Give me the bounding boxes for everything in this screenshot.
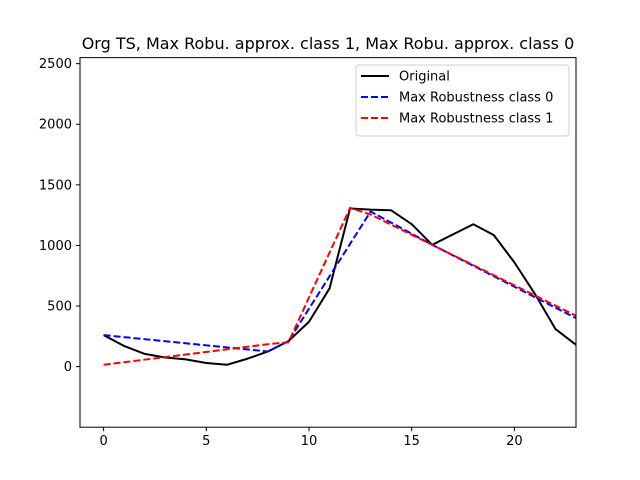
chart-title: Org TS, Max Robu. approx. class 1, Max R…	[82, 34, 575, 53]
x-tick-label-1: 5	[202, 434, 210, 449]
axes: 0 5 10 15 20 0 500 1000 1500 2000 2500	[39, 57, 577, 449]
x-tick-label-0: 0	[99, 434, 107, 449]
legend: Original Max Robustness class 0 Max Robust…	[355, 64, 570, 137]
y-tick-label-4: 2000	[39, 118, 72, 133]
plot-area	[103, 206, 576, 366]
y-tick-label-1: 500	[47, 300, 72, 315]
x-tick-label-3: 15	[403, 434, 420, 449]
legend-box	[355, 64, 570, 137]
y-tick-label-0: 0	[64, 360, 72, 375]
y-tick-label-2: 1000	[39, 239, 72, 254]
legend-label-1: Max Robustness class 0	[399, 91, 553, 106]
axes-frame	[79, 57, 577, 428]
series-line-2	[103, 206, 576, 366]
legend-label-2: Max Robustness class 1	[399, 112, 553, 127]
series-line-0	[103, 207, 576, 366]
y-tick-label-3: 1500	[39, 178, 72, 193]
legend-label-0: Original	[399, 70, 450, 85]
x-tick-label-4: 20	[506, 434, 523, 449]
series-line-1	[103, 210, 576, 353]
x-tick-label-2: 10	[301, 434, 318, 449]
y-tick-label-5: 2500	[39, 57, 72, 72]
